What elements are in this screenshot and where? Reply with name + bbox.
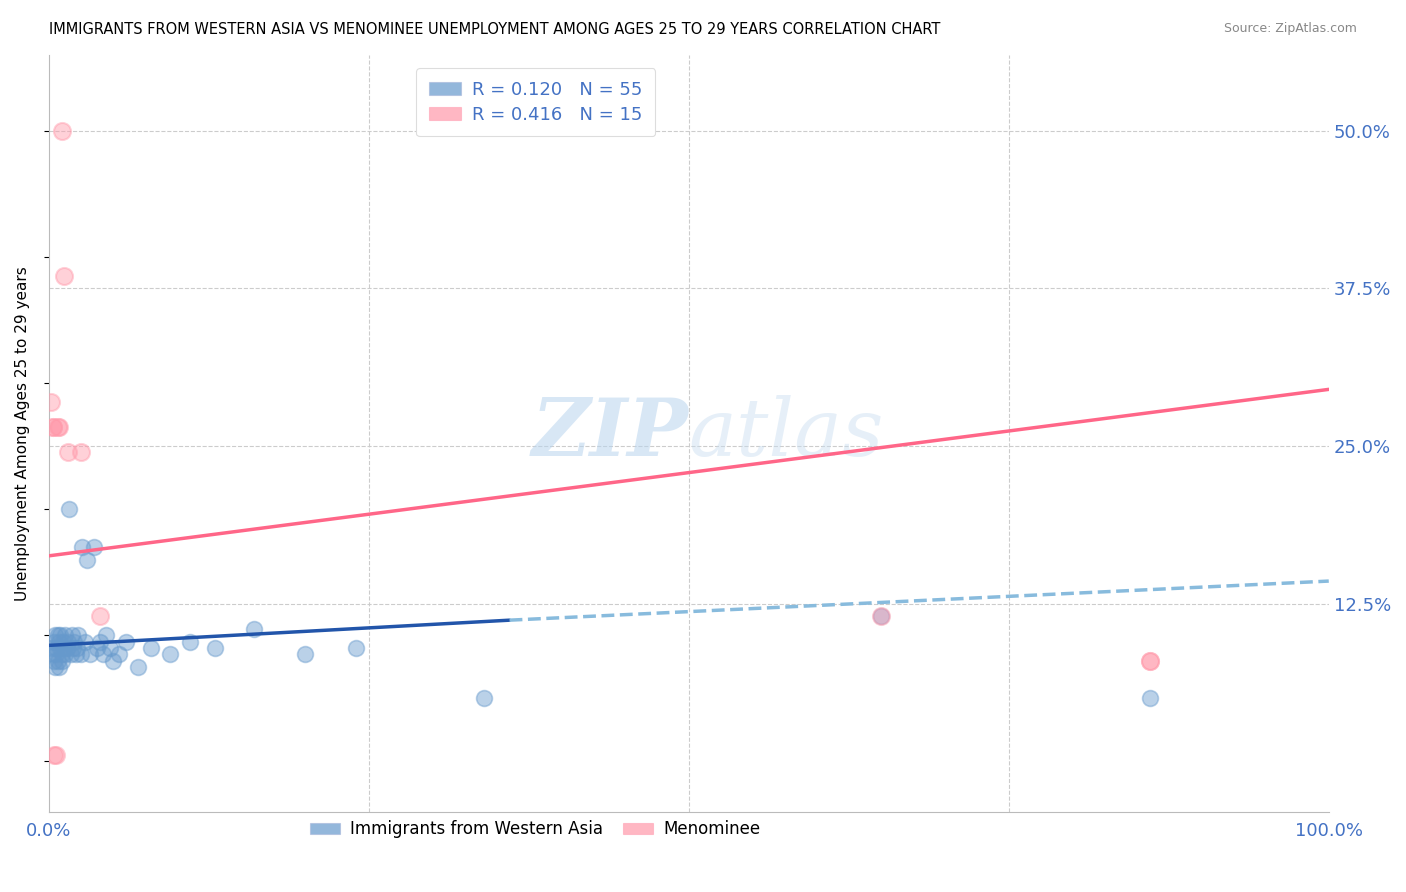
Point <box>45 647 67 661</box>
Point <box>66 640 89 655</box>
Point <box>44 660 66 674</box>
Point <box>344 640 367 655</box>
Point <box>42 748 65 763</box>
Point <box>49 628 72 642</box>
Point <box>79 647 101 661</box>
Point <box>869 609 891 624</box>
Point <box>204 640 226 655</box>
Point <box>869 609 891 624</box>
Point <box>69 445 91 459</box>
Point <box>42 654 65 668</box>
Point <box>58 502 80 516</box>
Legend: Immigrants from Western Asia, Menominee: Immigrants from Western Asia, Menominee <box>304 814 766 845</box>
Point <box>141 640 163 655</box>
Point <box>114 634 136 648</box>
Point <box>48 420 70 434</box>
Point <box>46 420 69 434</box>
Point <box>41 420 63 434</box>
Point <box>91 647 114 661</box>
Point <box>48 660 70 674</box>
Point <box>59 647 82 661</box>
Text: Source: ZipAtlas.com: Source: ZipAtlas.com <box>1223 22 1357 36</box>
Text: atlas: atlas <box>689 395 884 472</box>
Point <box>60 628 83 642</box>
Point <box>1139 654 1161 668</box>
Point <box>89 609 111 624</box>
Point <box>48 634 70 648</box>
Point <box>62 640 84 655</box>
Point <box>53 268 76 283</box>
Point <box>98 640 121 655</box>
Point <box>76 552 98 566</box>
Point <box>45 640 67 655</box>
Point <box>41 647 63 661</box>
Point <box>1139 654 1161 668</box>
Point <box>51 654 73 668</box>
Point <box>65 647 87 661</box>
Point <box>51 647 73 661</box>
Point <box>472 691 495 706</box>
Point <box>83 540 105 554</box>
Point <box>63 634 86 648</box>
Point <box>127 660 149 674</box>
Point <box>56 634 79 648</box>
Point <box>73 634 96 648</box>
Point <box>53 640 76 655</box>
Point <box>46 654 69 668</box>
Point <box>56 445 79 459</box>
Point <box>42 634 65 648</box>
Point <box>52 634 75 648</box>
Point <box>39 640 62 655</box>
Point <box>101 654 124 668</box>
Point <box>159 647 181 661</box>
Point <box>108 647 131 661</box>
Point <box>51 124 73 138</box>
Point <box>67 628 90 642</box>
Point <box>242 622 264 636</box>
Point <box>55 647 77 661</box>
Point <box>49 640 72 655</box>
Point <box>89 634 111 648</box>
Point <box>39 395 62 409</box>
Point <box>1139 691 1161 706</box>
Point <box>294 647 316 661</box>
Point <box>86 640 108 655</box>
Point <box>55 640 77 655</box>
Point <box>55 628 77 642</box>
Point <box>46 628 69 642</box>
Point <box>45 748 67 763</box>
Point <box>41 420 63 434</box>
Point <box>70 540 93 554</box>
Text: ZIP: ZIP <box>531 395 689 472</box>
Point <box>44 628 66 642</box>
Text: IMMIGRANTS FROM WESTERN ASIA VS MENOMINEE UNEMPLOYMENT AMONG AGES 25 TO 29 YEARS: IMMIGRANTS FROM WESTERN ASIA VS MENOMINE… <box>49 22 941 37</box>
Y-axis label: Unemployment Among Ages 25 to 29 years: Unemployment Among Ages 25 to 29 years <box>15 266 30 601</box>
Point <box>96 628 118 642</box>
Point <box>69 647 91 661</box>
Point <box>179 634 201 648</box>
